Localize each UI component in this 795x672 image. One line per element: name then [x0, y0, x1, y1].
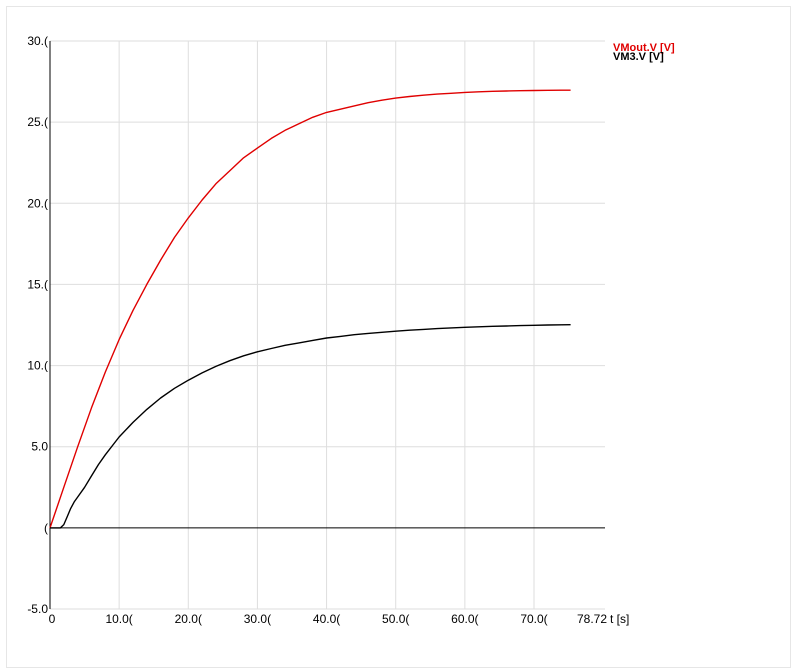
x-tick-label: 40.0(	[313, 612, 340, 626]
x-tick-label: 20.0(	[175, 612, 202, 626]
y-tick-label: 15.(	[27, 277, 48, 291]
x-axis-label: t [s]	[610, 612, 629, 626]
y-tick-label: 20.(	[27, 196, 48, 210]
axes	[49, 41, 605, 609]
y-tick-label: 5.0	[31, 440, 48, 454]
gridlines	[50, 40, 605, 610]
series-line-1	[49, 89, 571, 529]
legend: VMout.V [V]VM3.V [V]	[613, 42, 675, 63]
x-tick-label: 10.0(	[105, 612, 132, 626]
x-tick-label: 60.0(	[451, 612, 478, 626]
x-tick-label: 0	[49, 612, 56, 626]
legend-entry-2: VM3.V [V]	[613, 51, 664, 63]
x-tick-label: 50.0(	[382, 612, 409, 626]
chart-panel: -5.0 (5.0 10.( 15.( 20.( 25.( 30.( 0 10.0( 20.0( 3…	[6, 6, 791, 668]
series-line-2	[50, 324, 571, 529]
y-tick-label: 10.(	[27, 359, 48, 373]
x-tick-label: 30.0(	[244, 612, 271, 626]
tick-labels: -5.0 (5.0 10.( 15.( 20.( 25.( 30.( 0 10.0( 20.0( 3…	[27, 34, 629, 626]
series-lines	[49, 89, 571, 529]
line-chart: -5.0 (5.0 10.( 15.( 20.( 25.( 30.( 0 10.0( 20.0( 3…	[27, 34, 675, 626]
x-tick-label: 78.72	[577, 612, 607, 626]
y-tick-label: -5.0	[27, 602, 48, 616]
y-tick-label: (	[44, 521, 48, 535]
legend-entry-1: VMout.V [V]	[613, 42, 675, 54]
y-tick-label: 25.(	[27, 115, 48, 129]
y-tick-label: 30.(	[27, 34, 48, 48]
x-tick-label: 70.0(	[520, 612, 547, 626]
